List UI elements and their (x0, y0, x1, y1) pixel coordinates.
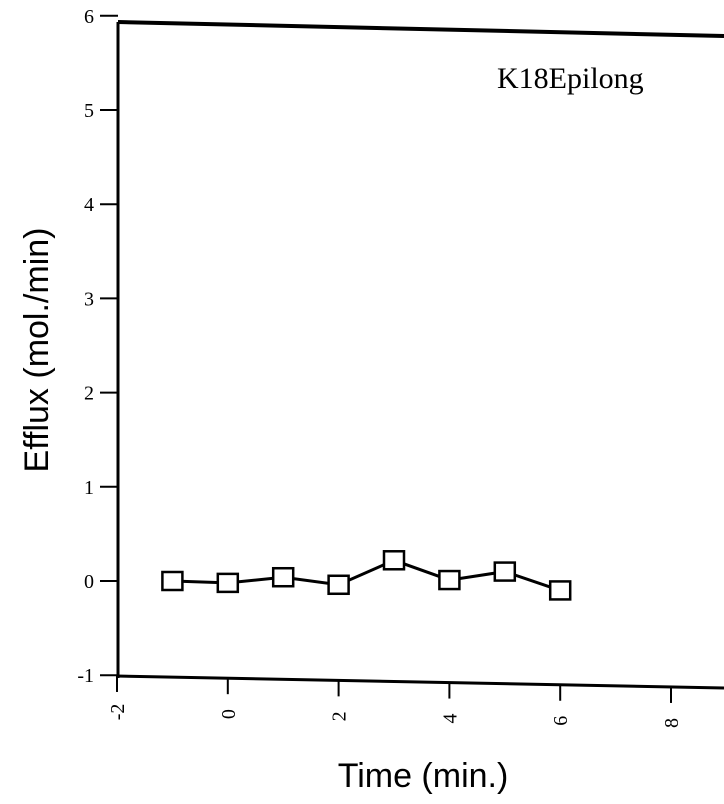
x-axis-line (116, 676, 724, 688)
axes (116, 22, 724, 688)
y-tick-label: 3 (84, 288, 94, 310)
y-axis-label: Efflux (mol./min) (18, 228, 56, 473)
data-point (495, 563, 515, 581)
chart-annotation: K18Epilong (497, 62, 644, 95)
data-point (550, 581, 570, 599)
y-tick-label: 4 (84, 194, 94, 216)
y-tick-label: 1 (84, 477, 94, 499)
y-tick-label: 5 (84, 100, 94, 122)
data-point (162, 572, 182, 590)
x-tick-label: 6 (550, 716, 572, 726)
y-tick-label: -1 (77, 665, 94, 687)
data-point (384, 551, 404, 569)
x-tick-label: 2 (329, 711, 351, 721)
x-axis-label: Time (min.) (338, 757, 509, 795)
data-series (162, 551, 570, 599)
x-tick-label: 8 (661, 718, 683, 728)
x-axis-ticks: -2 0 2 4 6 8 (107, 676, 683, 728)
x-tick-label: -2 (107, 704, 129, 721)
data-point (329, 576, 349, 594)
data-point (273, 568, 293, 586)
y-tick-label: 6 (84, 6, 94, 28)
y-tick-label: 2 (84, 383, 94, 405)
x-tick-label: 4 (439, 714, 461, 724)
y-tick-label: 0 (84, 571, 94, 593)
y-axis-ticks: -1 0 1 2 3 4 5 6 (77, 6, 118, 687)
data-point (218, 574, 238, 592)
x-tick-label: 0 (218, 709, 240, 719)
top-frame-line (118, 22, 724, 36)
data-point (439, 571, 459, 589)
